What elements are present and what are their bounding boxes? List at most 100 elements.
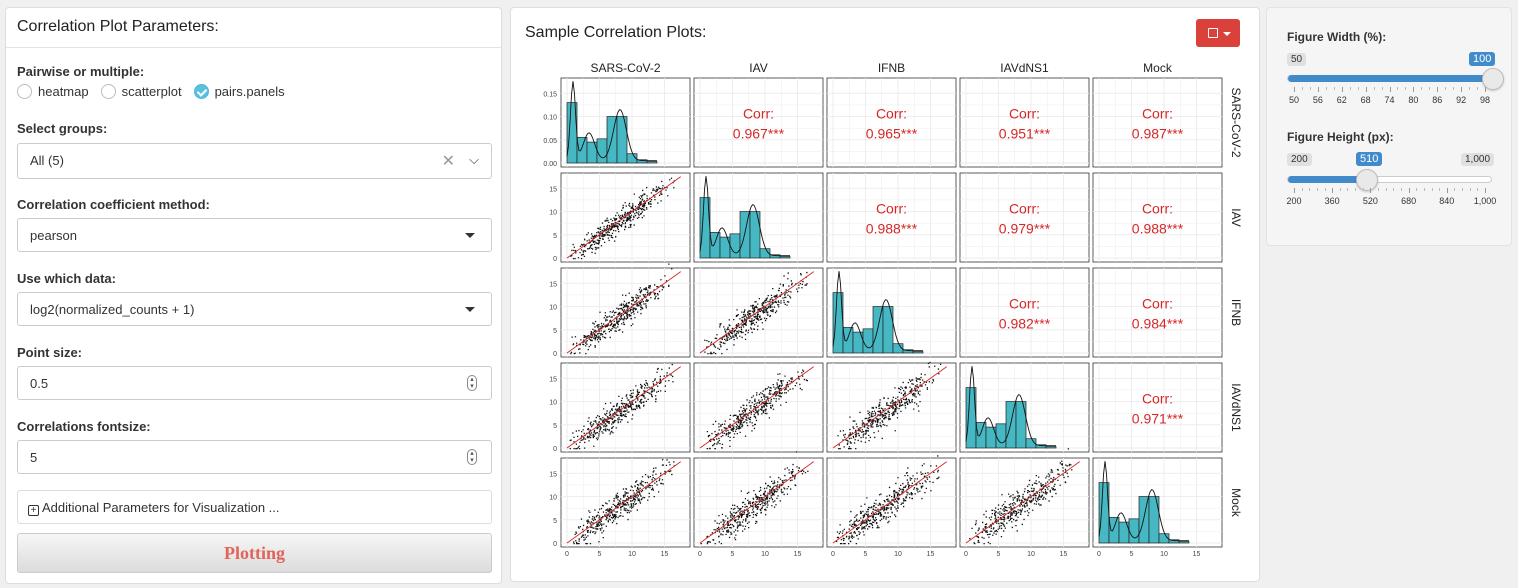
histogram-bar xyxy=(1025,438,1037,449)
width-slider-fill xyxy=(1288,75,1493,82)
slider-tick xyxy=(1461,87,1463,92)
slider-tick xyxy=(1413,87,1415,92)
column-header: IAVdNS1 xyxy=(1000,61,1049,75)
density-curve xyxy=(832,271,924,352)
radio-circle[interactable] xyxy=(17,84,32,99)
corr-value: 0.951*** xyxy=(999,126,1051,142)
width-slider-handle[interactable] xyxy=(1482,68,1504,90)
fontsize-input[interactable]: 5 ▴ ▾ xyxy=(17,440,492,474)
radio-scatterplot[interactable]: scatterplot xyxy=(100,84,182,99)
pairs-plot: SARS-CoV-2 IAV IFNB IAVdNS1 Mock SARS-CoV-2 IA… xyxy=(525,56,1245,576)
x-tick-label: 15 xyxy=(794,551,802,558)
width-slider[interactable] xyxy=(1287,68,1504,90)
row-header: SARS-CoV-2 xyxy=(1229,87,1243,157)
clear-icon[interactable]: ✕ xyxy=(441,153,455,170)
y-tick-label: 0 xyxy=(553,351,557,358)
histogram-bar xyxy=(892,343,904,354)
chevron-down-icon[interactable]: ⌵ xyxy=(469,152,479,167)
histogram-bar xyxy=(1178,541,1190,544)
corr-value: 0.984*** xyxy=(1132,316,1184,332)
row-header: IAVdNS1 xyxy=(1229,383,1243,432)
method-select[interactable]: pearson xyxy=(17,218,492,252)
slider-tick xyxy=(1365,87,1367,92)
slider-tick xyxy=(1445,87,1447,90)
x-tick-label: 15 xyxy=(1060,551,1068,558)
density-curve xyxy=(965,366,1057,447)
slider-tick xyxy=(1405,87,1407,90)
histogram-bar xyxy=(616,116,628,164)
plotting-button[interactable]: Plotting xyxy=(17,533,492,573)
corr-value: 0.967*** xyxy=(733,126,785,142)
y-tick-label: 15 xyxy=(549,376,557,383)
slider-tick xyxy=(1453,87,1455,90)
histogram-bar xyxy=(779,256,791,259)
plus-icon: + xyxy=(28,505,39,516)
save-dropdown-button[interactable] xyxy=(1196,19,1240,47)
density-curve xyxy=(566,81,658,162)
slider-tick xyxy=(1477,87,1479,90)
additional-label: Additional Parameters for Visualization … xyxy=(42,500,280,515)
identity-line xyxy=(699,366,815,449)
slider-tick-label: 74 xyxy=(1384,95,1395,105)
histogram-bar xyxy=(1128,518,1140,544)
height-min: 200 xyxy=(1287,153,1312,166)
plot-type-radio-group: heatmap scatterplot pairs.panels xyxy=(17,84,297,99)
radio-circle[interactable] xyxy=(100,84,116,99)
correlation-plots-panel: Sample Correlation Plots: SARS-CoV-2 IAV I… xyxy=(510,7,1260,582)
x-tick-label: 10 xyxy=(1160,551,1168,558)
slider-tick xyxy=(1485,87,1486,92)
radio-label: scatterplot xyxy=(121,84,182,99)
save-icon xyxy=(1208,28,1218,38)
radio-pairs-panels[interactable]: pairs.panels xyxy=(193,84,285,99)
scatter-points xyxy=(837,361,942,450)
groups-select[interactable]: All (5) ✕ ⌵ xyxy=(17,143,492,179)
slider-tick xyxy=(1400,188,1402,191)
y-tick-label: 10 xyxy=(549,400,557,407)
scatter-points xyxy=(706,369,808,450)
height-value: 510 xyxy=(1356,152,1383,166)
point-size-input[interactable]: 0.5 ▴ ▾ xyxy=(17,366,492,400)
identity-line xyxy=(832,461,948,544)
slider-tick xyxy=(1431,188,1433,191)
corr-label: Corr: xyxy=(1009,106,1040,122)
histogram-bar xyxy=(1005,401,1017,449)
radio-heatmap[interactable]: heatmap xyxy=(17,84,89,99)
slider-tick xyxy=(1341,87,1343,92)
corr-value: 0.987*** xyxy=(1132,126,1184,142)
radio-label: pairs.panels xyxy=(214,84,285,99)
pairwise-label: Pairwise or multiple: xyxy=(17,64,145,79)
slider-tick xyxy=(1373,87,1375,90)
identity-line xyxy=(699,461,815,544)
radio-label: heatmap xyxy=(38,84,89,99)
slider-tick-label: 62 xyxy=(1336,95,1347,105)
height-ticks: 200 360 520 680 840 1,000 xyxy=(1286,188,1496,206)
height-slider-handle[interactable] xyxy=(1356,169,1379,191)
histogram-bar xyxy=(626,153,638,164)
figure-size-panel: Figure Width (%): 50 100 50 56 62 68 74 80 86 9… xyxy=(1266,7,1512,246)
corr-value: 0.988*** xyxy=(1132,221,1184,237)
slider-tick-label: 840 xyxy=(1439,196,1455,206)
height-slider[interactable] xyxy=(1287,169,1492,191)
facet-panel xyxy=(1092,362,1223,453)
slider-tick-label: 80 xyxy=(1408,95,1419,105)
histogram-bar xyxy=(606,116,618,164)
slider-tick-label: 200 xyxy=(1286,196,1302,206)
column-header: IAV xyxy=(749,61,767,75)
slider-tick xyxy=(1469,87,1471,90)
height-label: Figure Height (px): xyxy=(1287,130,1394,144)
facet-panel xyxy=(693,77,824,168)
facet-panel xyxy=(959,172,1090,263)
corr-label: Corr: xyxy=(1142,106,1173,122)
additional-parameters-toggle[interactable]: + Additional Parameters for Visualization… xyxy=(17,490,492,524)
histogram-bar xyxy=(1148,496,1160,544)
spinner-icon[interactable]: ▴ ▾ xyxy=(467,449,477,465)
x-tick-label: 10 xyxy=(894,551,902,558)
slider-tick xyxy=(1357,87,1359,90)
slider-tick xyxy=(1301,188,1303,191)
spinner-icon[interactable]: ▴ ▾ xyxy=(467,375,477,391)
slider-tick xyxy=(1423,188,1425,191)
check-icon[interactable] xyxy=(193,84,209,99)
data-select[interactable]: log2(normalized_counts + 1) xyxy=(17,292,492,326)
y-tick-label: 10 xyxy=(549,210,557,217)
column-header: IFNB xyxy=(878,61,905,75)
